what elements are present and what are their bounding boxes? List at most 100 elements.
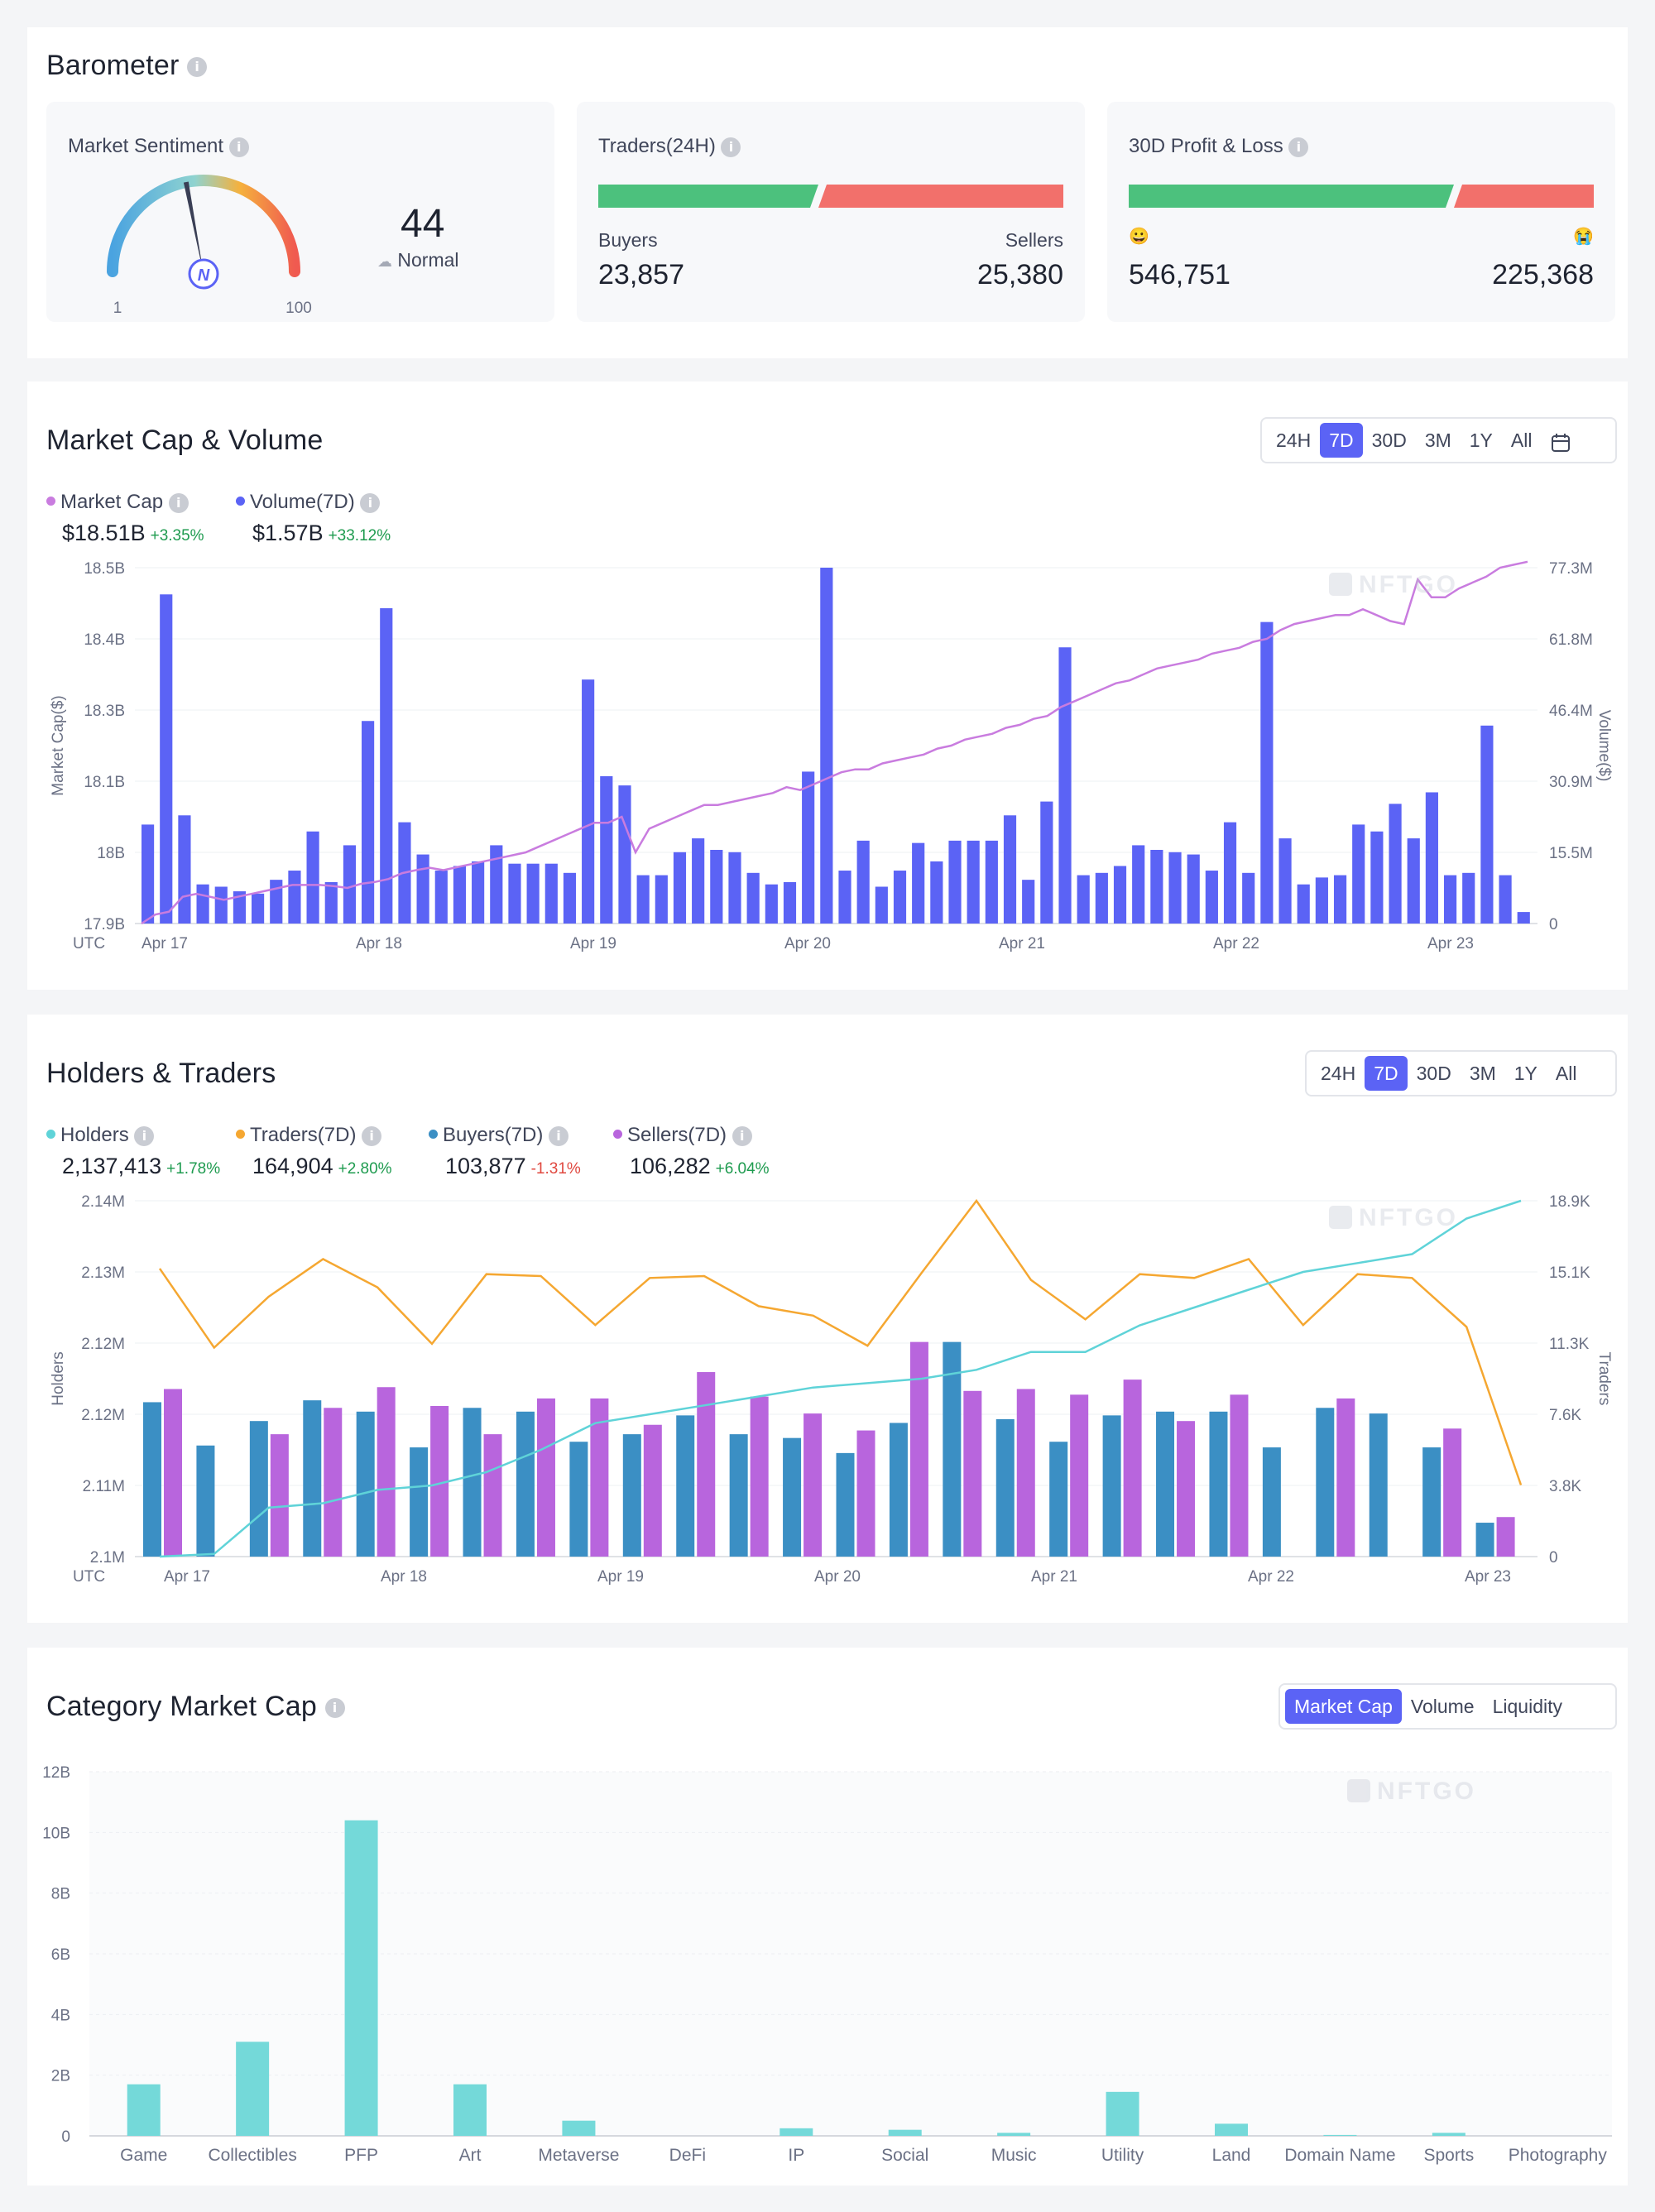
volume-bar[interactable] [416,854,429,924]
volume-bar[interactable] [655,875,668,924]
info-icon[interactable]: i [168,492,189,513]
volume-bar[interactable] [765,884,778,924]
volume-bar[interactable] [1260,621,1274,924]
volume-bar[interactable] [472,861,485,924]
category-bar[interactable] [562,2120,596,2136]
volume-bar[interactable] [306,831,319,924]
sellers-bar[interactable] [483,1434,502,1557]
info-icon[interactable]: i [324,1698,345,1719]
info-icon[interactable]: i [549,1125,569,1146]
range-all[interactable]: All [1510,429,1533,451]
buyers-bar[interactable] [1422,1447,1442,1557]
volume-bar[interactable] [875,886,888,924]
volume-bar[interactable] [233,891,247,924]
category-bar[interactable] [888,2129,922,2136]
legend-buyers[interactable]: Buyers(7D) i [429,1124,569,1147]
volume-bar[interactable] [1499,875,1512,924]
buyers-bar[interactable] [1049,1442,1068,1557]
volume-bar[interactable] [380,607,393,924]
info-icon[interactable]: i [228,137,249,157]
buyers-bar[interactable] [1156,1411,1175,1557]
volume-bar[interactable] [544,863,558,924]
volume-bar[interactable] [1113,866,1127,924]
info-icon[interactable]: i [1288,137,1309,157]
sellers-bar[interactable] [1496,1517,1515,1557]
volume-bar[interactable] [142,824,155,924]
volume-bar[interactable] [1058,647,1072,924]
volume-bar[interactable] [288,871,301,924]
volume-bar[interactable] [178,815,191,924]
volume-bar[interactable] [1407,838,1420,924]
volume-bar[interactable] [820,568,833,924]
tab-liquidity[interactable]: Liquidity [1492,1696,1562,1717]
volume-bar[interactable] [618,785,631,924]
category-bar[interactable] [1432,2133,1466,2136]
sellers-bar[interactable] [1177,1421,1196,1557]
volume-bar[interactable] [1242,872,1255,924]
volume-bar[interactable] [252,893,265,924]
volume-bar[interactable] [1352,824,1365,924]
buyers-bar[interactable] [410,1447,429,1557]
sellers-bar[interactable] [430,1405,449,1557]
sellers-bar[interactable] [643,1424,662,1557]
buyers-bar[interactable] [676,1415,695,1557]
range-all[interactable]: All [1555,1063,1577,1084]
info-icon[interactable]: i [732,1125,752,1146]
sellers-bar[interactable] [856,1430,875,1557]
sellers-bar[interactable] [1123,1380,1142,1557]
sellers-bar[interactable] [909,1341,928,1557]
volume-bar[interactable] [1333,875,1347,924]
volume-bar[interactable] [856,840,870,924]
volume-bar[interactable] [1132,845,1145,924]
volume-bar[interactable] [1389,804,1402,924]
legend-sellers[interactable]: Sellers(7D) i [613,1124,752,1147]
category-bar[interactable] [1106,2091,1139,2136]
buyers-bar[interactable] [995,1418,1015,1557]
volume-bar[interactable] [802,771,815,924]
buyers-bar[interactable] [943,1341,962,1557]
volume-bar[interactable] [563,872,577,924]
volume-bar[interactable] [1480,725,1494,924]
tab-market-cap[interactable]: Market Cap [1285,1689,1402,1724]
category-bar[interactable] [997,2133,1031,2136]
volume-bar[interactable] [1462,872,1475,924]
range-1y[interactable]: 1Y [1469,429,1493,451]
volume-bar[interactable] [1095,872,1108,924]
legend-market-cap[interactable]: Market Cap i [46,491,189,514]
buyers-bar[interactable] [729,1434,748,1557]
buyers-bar[interactable] [303,1400,322,1557]
volume-bar[interactable] [838,871,851,924]
category-bar[interactable] [453,2084,487,2136]
volume-bar[interactable] [196,884,209,924]
range-7d[interactable]: 7D [1365,1056,1408,1091]
buyers-bar[interactable] [356,1411,375,1557]
volume-bar[interactable] [1187,854,1200,924]
sellers-bar[interactable] [1336,1398,1355,1557]
volume-bar[interactable] [324,881,338,924]
buyers-bar[interactable] [1102,1415,1121,1557]
volume-bar[interactable] [692,838,705,924]
legend-volume[interactable]: Volume(7D) i [236,491,381,514]
sellers-bar[interactable] [1230,1394,1249,1557]
volume-bar[interactable] [912,842,925,924]
buyers-bar[interactable] [783,1437,802,1557]
range-3m[interactable]: 3M [1469,1063,1496,1084]
volume-bar[interactable] [1150,849,1163,924]
sellers-bar[interactable] [377,1387,396,1557]
buyers-bar[interactable] [1369,1413,1388,1557]
category-bar[interactable] [344,1820,378,2136]
volume-bar[interactable] [1040,801,1053,924]
volume-bar[interactable] [453,866,467,924]
volume-bar[interactable] [1517,912,1530,924]
buyers-bar[interactable] [196,1445,215,1557]
volume-bar[interactable] [746,872,760,924]
calendar-icon[interactable] [1541,423,1581,458]
sellers-bar[interactable] [590,1398,609,1557]
info-icon[interactable]: i [360,492,381,513]
volume-bar[interactable] [893,871,907,924]
traders-line[interactable] [158,1198,1523,1485]
tab-volume[interactable]: Volume [1410,1696,1475,1717]
volume-bar[interactable] [1077,875,1090,924]
legend-traders[interactable]: Traders(7D) i [236,1124,382,1147]
sellers-bar[interactable] [750,1396,769,1557]
